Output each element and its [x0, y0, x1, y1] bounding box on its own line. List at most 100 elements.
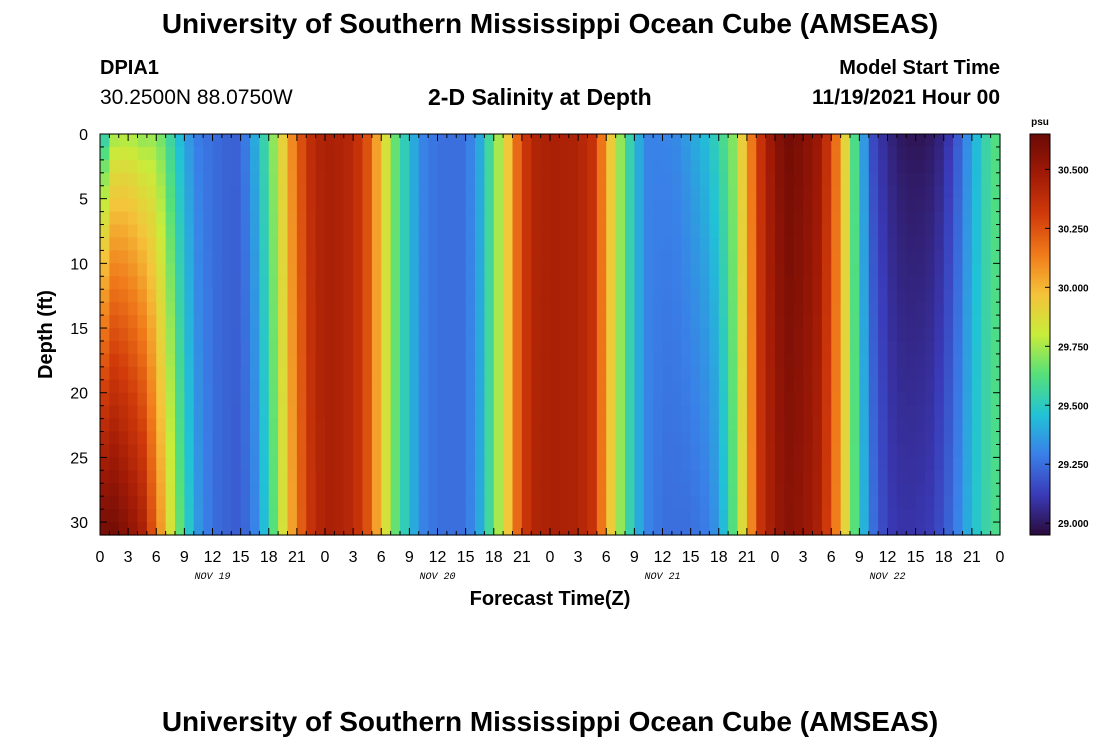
heatmap-cell: [456, 366, 467, 381]
heatmap-cell: [559, 418, 570, 433]
heatmap-cell: [278, 146, 289, 161]
heatmap-cell: [643, 509, 654, 523]
heatmap-cell: [709, 276, 720, 290]
heatmap-cell: [184, 224, 195, 239]
heatmap-cell: [259, 340, 270, 355]
heatmap-cell: [203, 405, 214, 420]
heatmap-cell: [690, 418, 701, 433]
heatmap-cell: [381, 366, 392, 381]
heatmap-cell: [728, 263, 739, 277]
heatmap-cell: [390, 496, 401, 510]
heatmap-cell: [221, 457, 232, 471]
heatmap-cell: [165, 366, 176, 381]
heatmap-cell: [878, 263, 889, 277]
heatmap-cell: [906, 146, 917, 161]
heatmap-cell: [596, 198, 607, 213]
heatmap-cell: [296, 185, 307, 200]
heatmap-cell: [175, 289, 185, 303]
heatmap-cell: [175, 224, 185, 239]
heatmap-cell: [981, 224, 992, 239]
heatmap-cell: [953, 379, 964, 394]
heatmap-cell: [512, 431, 523, 446]
heatmap-cell: [718, 134, 729, 148]
heatmap-cell: [221, 379, 232, 394]
heatmap-cell: [784, 379, 795, 394]
heatmap-cell: [231, 250, 242, 264]
heatmap-cell: [981, 431, 992, 446]
heatmap-cell: [315, 276, 326, 290]
heatmap-cell: [437, 392, 448, 407]
heatmap-cell: [587, 522, 598, 536]
heatmap-cell: [109, 405, 120, 420]
heatmap-cell: [193, 211, 204, 226]
heatmap-cell: [362, 340, 373, 355]
heatmap-cell: [212, 172, 223, 187]
heatmap-cell: [812, 315, 823, 329]
heatmap-cell: [709, 289, 720, 303]
heatmap-cell: [840, 340, 851, 355]
heatmap-cell: [146, 418, 157, 433]
heatmap-cell: [306, 353, 317, 368]
heatmap-cell: [681, 353, 692, 368]
heatmap-cell: [756, 198, 767, 213]
heatmap-cell: [634, 392, 645, 407]
heatmap-cell: [737, 483, 748, 497]
heatmap-cell: [746, 289, 757, 303]
heatmap-cell: [446, 444, 457, 458]
heatmap-cell: [915, 444, 926, 458]
heatmap-cell: [643, 328, 654, 342]
heatmap-cell: [128, 522, 139, 536]
heatmap-cell: [559, 237, 570, 252]
heatmap-cell: [531, 315, 542, 329]
heatmap-cell: [634, 470, 645, 484]
heatmap-cell: [193, 263, 204, 277]
heatmap-cell: [587, 315, 598, 329]
x-tick-label: 18: [260, 549, 278, 566]
heatmap-cell: [615, 496, 626, 510]
heatmap-cell: [531, 366, 542, 381]
heatmap-cell: [250, 198, 260, 213]
heatmap-cell: [484, 379, 495, 394]
heatmap-cell: [456, 340, 467, 355]
heatmap-cell: [906, 224, 917, 239]
heatmap-cell: [109, 392, 120, 407]
heatmap-cell: [362, 392, 373, 407]
heatmap-cell: [503, 134, 514, 148]
heatmap-cell: [165, 263, 176, 277]
heatmap-cell: [118, 172, 129, 187]
heatmap-cell: [175, 134, 185, 148]
heatmap-cell: [156, 224, 167, 239]
heatmap-cell: [840, 172, 851, 187]
heatmap-cell: [512, 159, 523, 174]
heatmap-cell: [128, 328, 139, 342]
heatmap-cell: [793, 159, 804, 174]
heatmap-cell: [512, 353, 523, 368]
heatmap-cell: [653, 263, 664, 277]
heatmap-cell: [156, 250, 167, 264]
heatmap-cell: [231, 509, 242, 523]
heatmap-cell: [165, 172, 176, 187]
heatmap-cell: [512, 366, 523, 381]
heatmap-cell: [306, 263, 317, 277]
heatmap-cell: [278, 172, 289, 187]
heatmap-cell: [456, 224, 467, 239]
heatmap-cell: [203, 276, 214, 290]
heatmap-cell: [540, 237, 551, 252]
heatmap-cell: [915, 418, 926, 433]
heatmap-cell: [559, 134, 570, 148]
heatmap-cell: [456, 496, 467, 510]
heatmap-cell: [615, 159, 626, 174]
heatmap-cell: [718, 185, 729, 200]
heatmap-cell: [943, 470, 954, 484]
heatmap-cell: [625, 483, 635, 497]
heatmap-cell: [175, 470, 185, 484]
heatmap-cell: [737, 392, 748, 407]
heatmap-cell: [465, 366, 476, 381]
heatmap-cell: [578, 185, 589, 200]
heatmap-cell: [803, 289, 814, 303]
heatmap-cell: [568, 328, 579, 342]
heatmap-cell: [850, 134, 860, 148]
heatmap-cell: [193, 340, 204, 355]
heatmap-cell: [568, 315, 579, 329]
colorbar-tick-label: 30.500: [1058, 165, 1089, 176]
